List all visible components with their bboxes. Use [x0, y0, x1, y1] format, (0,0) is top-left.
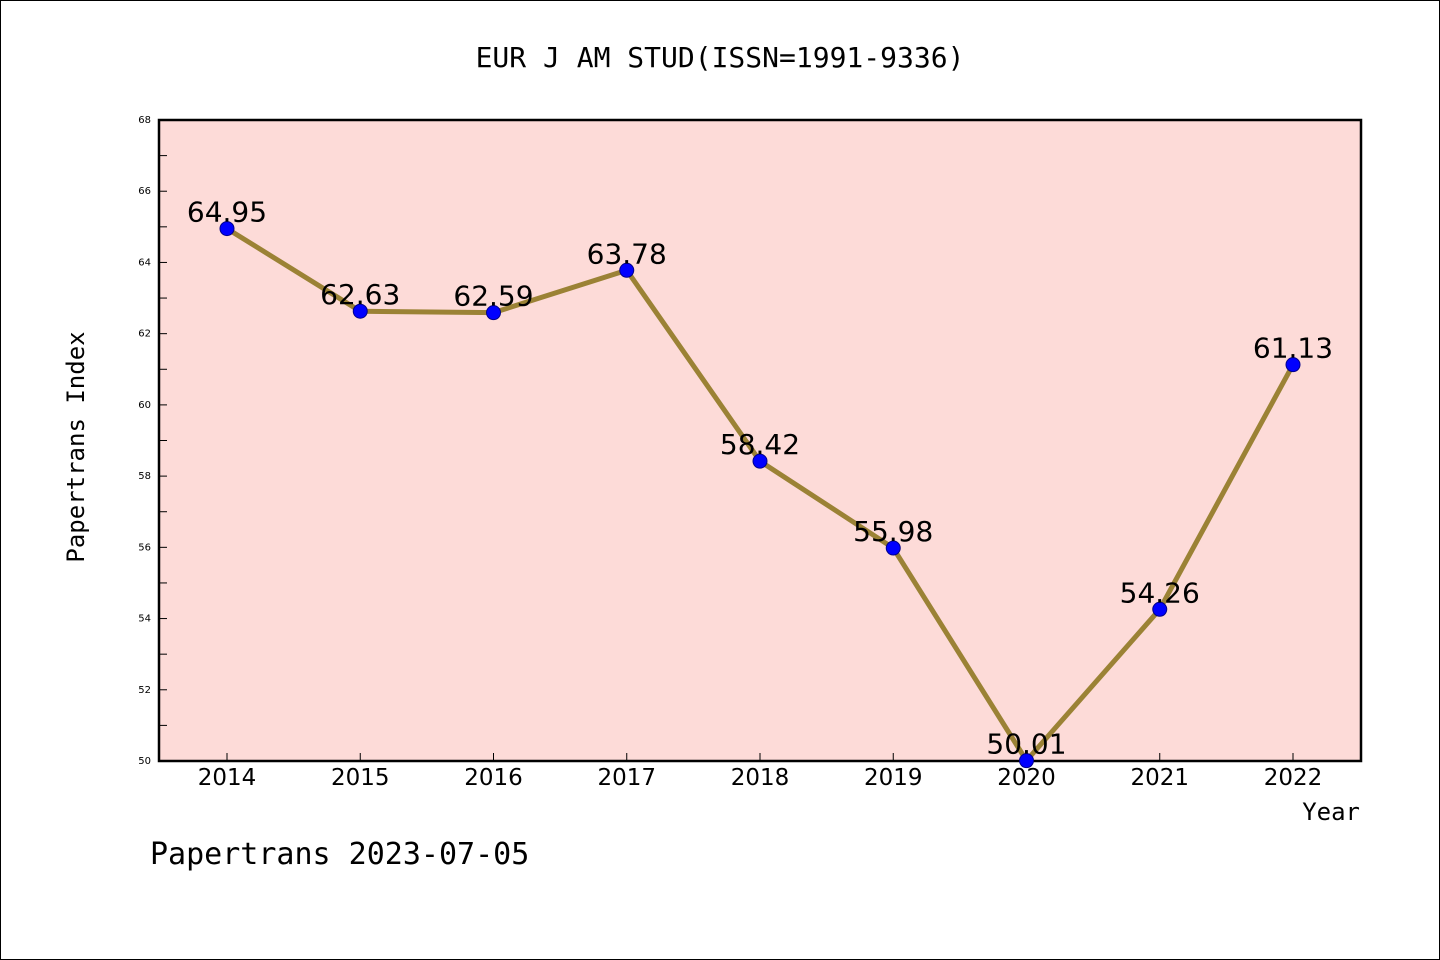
x-tick-label: 2019	[864, 765, 923, 791]
data-point	[1019, 753, 1034, 769]
x-axis: 2014 2015 2016 2017 2018 2019 2020 2021 2022	[198, 753, 1323, 791]
y-tick-label: 60	[138, 400, 151, 411]
data-label: 61.13	[1253, 332, 1333, 365]
data-point	[1285, 357, 1301, 373]
y-tick-label: 52	[138, 685, 151, 696]
footer-note: Papertrans 2023-07-05	[150, 837, 529, 872]
x-tick-label: 2014	[198, 765, 257, 791]
data-point	[352, 303, 368, 319]
data-point	[885, 540, 901, 556]
data-point	[219, 221, 235, 237]
plot-area	[157, 118, 1363, 763]
y-tick-label: 62	[138, 329, 151, 340]
data-point	[486, 305, 501, 321]
x-axis-label: Year	[1302, 798, 1360, 826]
data-point	[619, 262, 635, 278]
y-tick-label: 68	[138, 115, 151, 126]
x-tick-label: 2015	[331, 765, 390, 791]
chart-title: EUR J AM STUD(ISSN=1991-9336)	[476, 41, 965, 74]
y-axis-label: Papertrans Index	[62, 331, 90, 562]
y-axis: 50 52 54 56 58 60 62 64 66 68	[138, 115, 167, 767]
y-tick-label: 50	[138, 756, 151, 767]
x-tick-label: 2020	[997, 765, 1056, 791]
x-tick-label: 2017	[597, 765, 656, 791]
data-label: 55.98	[853, 515, 933, 548]
y-tick-label: 58	[138, 471, 151, 482]
data-label: 58.42	[720, 428, 800, 461]
y-tick-label: 56	[138, 542, 151, 553]
x-tick-label: 2022	[1264, 765, 1323, 791]
x-tick-label: 2016	[464, 765, 523, 791]
data-label: 64.95	[187, 196, 267, 229]
data-point	[1152, 601, 1168, 617]
data-label-group: 64.95 62.63 62.59 63.78 58.42 55.98 50.01 54.26…	[187, 196, 1333, 761]
data-label: 62.63	[320, 278, 400, 311]
data-label: 50.01	[986, 728, 1066, 761]
y-tick-label: 54	[138, 614, 151, 625]
x-tick-label: 2018	[731, 765, 790, 791]
data-label: 54.26	[1120, 576, 1200, 609]
data-label: 62.59	[453, 280, 533, 313]
x-tick-label: 2021	[1130, 765, 1189, 791]
data-label: 63.78	[587, 237, 667, 270]
y-tick-label: 66	[138, 186, 151, 197]
data-point	[752, 453, 768, 469]
series-marker-group	[219, 221, 1301, 769]
y-tick-label: 64	[138, 257, 151, 268]
